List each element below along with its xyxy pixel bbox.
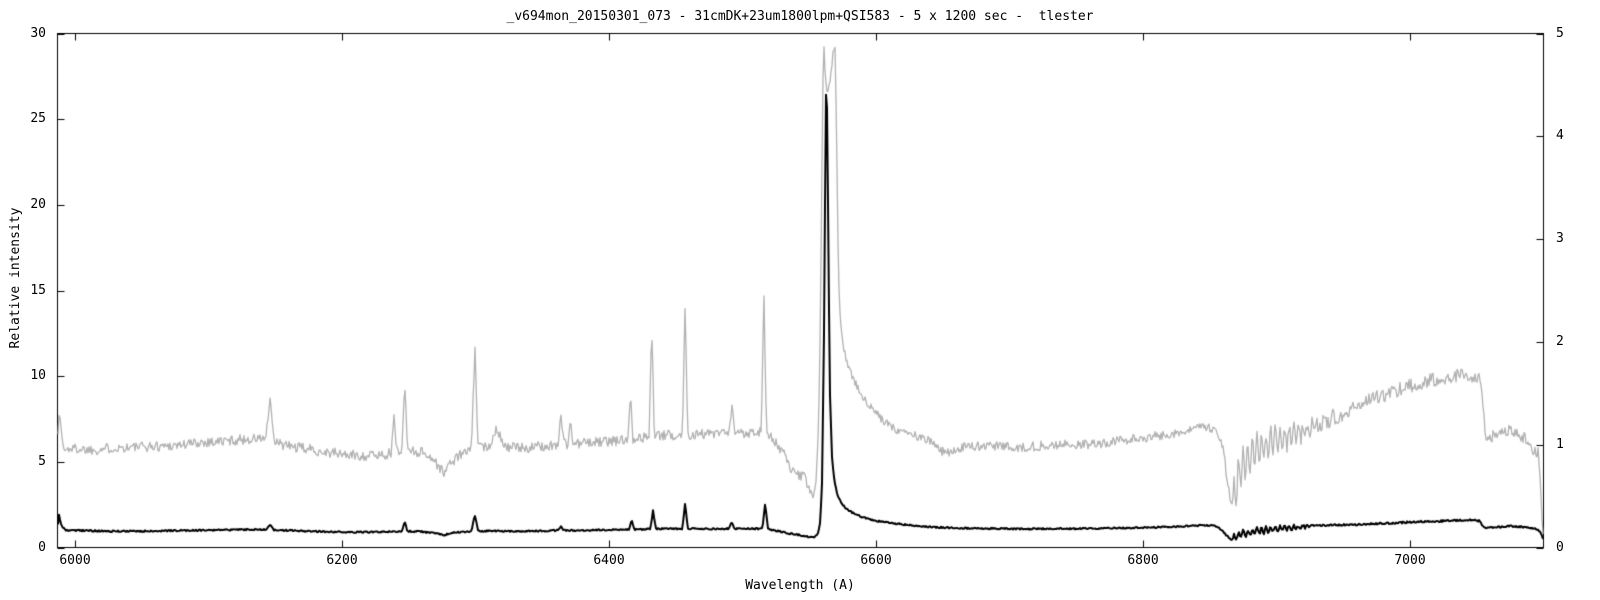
y-right-tick-label: 0 (1556, 539, 1564, 555)
x-tick-label: 6600 (860, 553, 892, 568)
y-right-tick-label: 1 (1556, 436, 1564, 452)
y-left-tick-label: 10 (30, 368, 46, 384)
y-right-tick-label: 4 (1556, 128, 1564, 144)
chart-title: _v694mon_20150301_073 - 31cmDK+23um1800l… (506, 9, 1094, 24)
y-axis-label: Relative intensity (8, 207, 23, 349)
x-tick-label: 6800 (1127, 553, 1159, 568)
y-left-tick-label: 15 (30, 282, 46, 298)
y-left-tick-label: 25 (30, 111, 46, 127)
y-left-tick-label: 30 (30, 25, 46, 41)
y-left-tick-label: 20 (30, 196, 46, 212)
x-axis-label: Wavelength (A) (745, 578, 855, 593)
x-tick-label: 6400 (593, 553, 625, 568)
x-tick-label: 7000 (1394, 553, 1426, 568)
x-tick-label: 6000 (59, 553, 91, 568)
y-right-tick-label: 3 (1556, 231, 1564, 247)
x-tick-label: 6200 (326, 553, 358, 568)
y-left-tick-label: 5 (38, 453, 46, 469)
y-right-tick-label: 5 (1556, 25, 1564, 41)
y-left-tick-label: 0 (38, 539, 46, 555)
y-right-tick-label: 2 (1556, 333, 1564, 349)
